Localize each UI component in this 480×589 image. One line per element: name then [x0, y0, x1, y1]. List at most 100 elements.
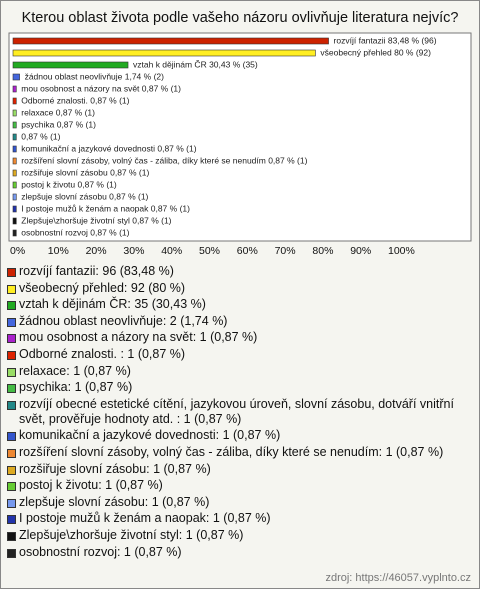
bar-label: vztah k dějinám ČR 30,43 % (35)	[133, 59, 258, 69]
bar-label: žádnou oblast neovlivňuje 1,74 % (2)	[25, 71, 165, 81]
bar	[12, 49, 316, 57]
legend-label: rozvíjí fantazii: 96 (83,48 %)	[19, 264, 174, 278]
bar-label: rozšiřuje slovní zásobu 0,87 % (1)	[21, 167, 149, 177]
legend-label: postoj k životu: 1 (0,87 %)	[19, 478, 163, 493]
legend-item: všeobecný přehled: 92 (80 %)	[7, 281, 469, 296]
bar-label: 0,87 % (1)	[21, 131, 60, 141]
legend-item: relaxace: 1 (0,87 %)	[7, 364, 469, 379]
x-tick-label: 30%	[123, 245, 144, 257]
bar-label: Zlepšuje\zhoršuje životní styl 0,87 % (1…	[21, 215, 171, 225]
legend-item: rozšíření slovní zásoby, volný čas - zál…	[7, 445, 469, 460]
legend-item: osobnostní rozvoj: 1 (0,87 %)	[7, 545, 469, 560]
legend-swatch	[7, 448, 16, 458]
legend-label: rozvíjí obecné estetické cítění, jazykov…	[19, 396, 454, 426]
bar	[12, 133, 17, 141]
legend-label: zlepšuje slovní zásobu: 1 (0,87 %)	[19, 494, 210, 509]
x-tick-label: 0%	[10, 245, 25, 257]
bar	[12, 37, 329, 45]
chart-title: Kterou oblast života podle vašeho názoru…	[22, 10, 459, 26]
bar	[12, 61, 129, 69]
legend-swatch	[7, 400, 16, 410]
legend-swatch	[7, 268, 16, 277]
legend-label: rozšiřuje slovní zásobu: 1 (0,87 %)	[19, 461, 211, 476]
bar	[12, 73, 20, 81]
x-tick-label: 70%	[275, 245, 296, 257]
bar-label: relaxace 0,87 % (1)	[21, 107, 95, 117]
legend-item: komunikační a jazykové dovednosti: 1 (0,…	[7, 428, 469, 443]
chart: Kterou oblast života podle vašeho názoru…	[8, 10, 472, 257]
legend-swatch	[7, 482, 16, 492]
legend-item: Zlepšuje\zhoršuje životní styl: 1 (0,87 …	[7, 528, 469, 543]
legend-label: žádnou oblast neovlivňuje: 2 (1,74 %)	[19, 313, 228, 328]
bar	[12, 193, 17, 201]
legend-swatch	[7, 317, 16, 327]
bar	[12, 217, 17, 225]
x-tick-label: 60%	[237, 245, 258, 257]
bar	[12, 169, 17, 177]
bar	[12, 121, 17, 129]
legend-item: rozvíjí fantazii: 96 (83,48 %)	[7, 264, 469, 279]
x-tick-label: 20%	[86, 245, 107, 257]
legend-item: mou osobnost a názory na svět: 1 (0,87 %…	[7, 330, 469, 345]
legend-item: psychika: 1 (0,87 %)	[7, 380, 469, 395]
legend-swatch	[7, 465, 16, 475]
bar-label: všeobecný přehled 80 % (92)	[320, 47, 431, 57]
legend-label: vztah k dějinám ČR: 35 (30,43 %)	[19, 297, 206, 312]
legend-label: Odborné znalosti. : 1 (0,87 %)	[19, 346, 186, 361]
bar-label: rozvíjí fantazii 83,48 % (96)	[334, 35, 437, 45]
bar	[12, 109, 17, 117]
legend-label: psychika: 1 (0,87 %)	[19, 380, 133, 395]
legend-label: Zlepšuje\zhoršuje životní styl: 1 (0,87 …	[19, 527, 244, 542]
legend-label: osobnostní rozvoj: 1 (0,87 %)	[19, 544, 182, 559]
bar	[12, 157, 17, 165]
source: zdroj: https://46057.vyplnto.cz	[325, 572, 471, 584]
legend-item: rozšiřuje slovní zásobu: 1 (0,87 %)	[7, 462, 469, 477]
x-tick-label: 100%	[388, 245, 415, 257]
bar-label: komunikační a jazykové dovednosti 0,87 %…	[21, 143, 196, 153]
legend-item: žádnou oblast neovlivňuje: 2 (1,74 %)	[7, 314, 469, 329]
x-tick-label: 50%	[199, 245, 220, 257]
legend-label: relaxace: 1 (0,87 %)	[19, 363, 131, 378]
legend: rozvíjí fantazii: 96 (83,48 %) všeobecný …	[7, 264, 469, 561]
bar-label: postoj k životu 0,87 % (1)	[21, 179, 117, 189]
bar-label: I postoje mužů k ženám a naopak 0,87 % (…	[21, 203, 190, 213]
legend-item: zlepšuje slovní zásobu: 1 (0,87 %)	[7, 495, 469, 510]
bar	[12, 181, 17, 189]
bar-label: psychika 0,87 % (1)	[21, 119, 96, 129]
legend-swatch	[7, 498, 16, 508]
legend-label: komunikační a jazykové dovednosti: 1 (0,…	[19, 428, 281, 443]
legend-swatch	[7, 515, 16, 525]
legend-swatch	[7, 284, 16, 294]
legend-swatch	[7, 531, 16, 541]
legend-swatch	[7, 432, 16, 442]
legend-item: Odborné znalosti. : 1 (0,87 %)	[7, 347, 469, 362]
legend-swatch	[7, 301, 16, 311]
legend-swatch	[7, 334, 16, 344]
bar-label: zlepšuje slovní zásobu 0,87 % (1)	[21, 191, 148, 201]
legend-label: I postoje mužů k ženám a naopak: 1 (0,87…	[19, 511, 271, 526]
bar-label: mou osobnost a názory na svět 0,87 % (1)	[21, 83, 181, 93]
bar	[12, 205, 17, 213]
legend-label: rozšíření slovní zásoby, volný čas - zál…	[19, 444, 444, 459]
legend-swatch	[7, 367, 16, 377]
legend-swatch	[7, 350, 16, 360]
legend-item: I postoje mužů k ženám a naopak: 1 (0,87…	[7, 511, 469, 526]
bar	[12, 97, 17, 105]
bar	[12, 85, 17, 93]
x-tick-label: 90%	[350, 245, 371, 257]
legend-label: mou osobnost a názory na svět: 1 (0,87 %…	[19, 330, 258, 345]
bar-label: rozšíření slovní zásoby, volný čas - zál…	[21, 155, 307, 165]
legend-label: všeobecný přehled: 92 (80 %)	[19, 280, 186, 295]
legend-item: vztah k dějinám ČR: 35 (30,43 %)	[7, 297, 469, 312]
bar-label: Odborné znalosti. 0,87 % (1)	[21, 95, 129, 105]
bar	[12, 145, 17, 153]
x-tick-label: 80%	[312, 245, 333, 257]
legend-item: rozvíjí obecné estetické cítění, jazykov…	[7, 397, 469, 427]
legend-swatch	[7, 548, 16, 558]
x-tick-label: 10%	[48, 245, 69, 257]
x-tick-label: 40%	[161, 245, 182, 257]
legend-item: postoj k životu: 1 (0,87 %)	[7, 478, 469, 493]
bar-label: osobnostní rozvoj 0,87 % (1)	[21, 227, 129, 237]
legend-swatch	[7, 384, 16, 394]
